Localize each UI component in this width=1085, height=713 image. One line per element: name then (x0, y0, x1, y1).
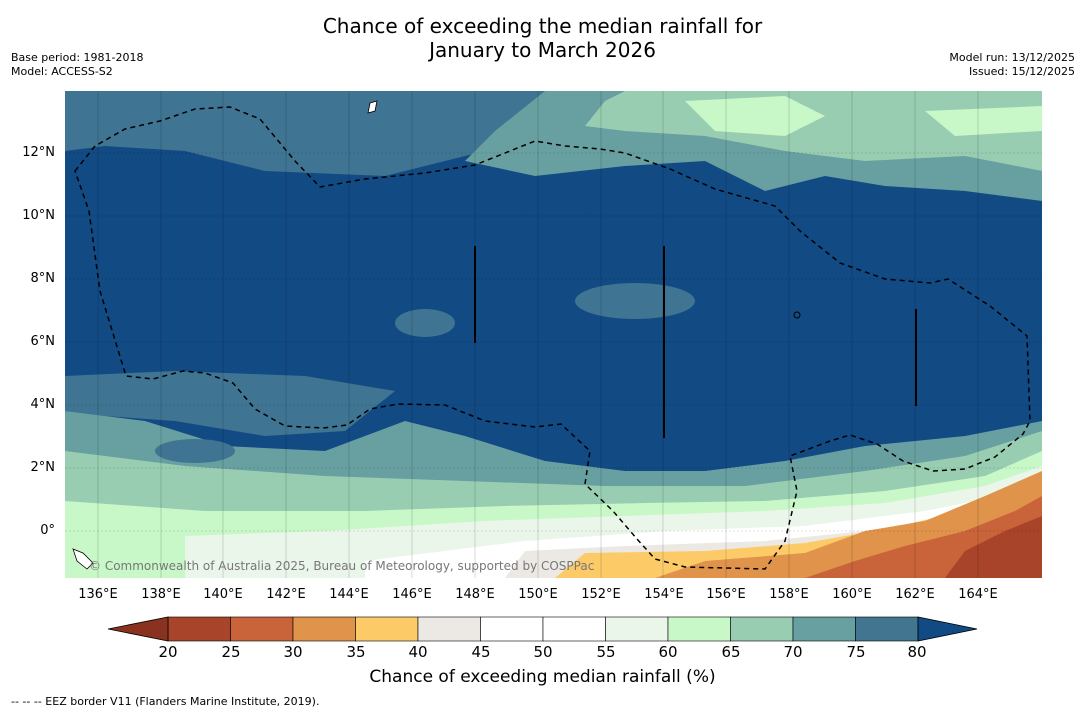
lon-label: 158°E (769, 587, 809, 602)
eez-footnote: -- -- -- EEZ border V11 (Flanders Marine… (11, 695, 320, 708)
colorbar-cell (605, 616, 669, 642)
lon-label: 148°E (455, 587, 495, 602)
colorbar-tick: 65 (721, 643, 741, 661)
colorbar-low-arrow (108, 616, 169, 642)
north-light-patch (685, 96, 825, 136)
colorbar (108, 616, 978, 642)
lon-label: 146°E (392, 587, 432, 602)
colorbar-cell (167, 616, 231, 642)
land-outline (72, 548, 94, 570)
lat-label: 0° (40, 523, 55, 538)
lon-label: 140°E (203, 587, 243, 602)
lon-label: 164°E (958, 587, 998, 602)
title-line-2: January to March 2026 (429, 38, 656, 62)
colorbar-tick: 25 (221, 643, 241, 661)
meta-right: Model run: 13/12/2025 Issued: 15/12/2025 (949, 51, 1075, 79)
colorbar-cell (542, 616, 606, 642)
colorbar-tick: 30 (283, 643, 303, 661)
lon-label: 156°E (706, 587, 746, 602)
colorbar-tick: 45 (471, 643, 491, 661)
colorbar-tick: 20 (158, 643, 178, 661)
colorbar-cell (667, 616, 731, 642)
island-lines (474, 246, 917, 438)
lat-label: 10°N (22, 208, 55, 223)
colorbar-tick: 60 (658, 643, 678, 661)
lon-label: 138°E (141, 587, 181, 602)
west-patch (155, 439, 235, 463)
lon-label: 150°E (518, 587, 558, 602)
eez-border (74, 106, 1031, 570)
colorbar-tick: 50 (533, 643, 553, 661)
lat-label: 12°N (22, 145, 55, 160)
colorbar-cell (292, 616, 356, 642)
colorbar-tick: 55 (596, 643, 616, 661)
north-mid-zone (65, 91, 645, 176)
colorbar-cell (417, 616, 481, 642)
lat-label: 4°N (30, 397, 56, 412)
lon-label: 142°E (266, 587, 306, 602)
rainfall-map: © Commonwealth of Australia 2025, Bureau… (65, 91, 1042, 578)
small-island (367, 100, 378, 114)
east-patch (575, 283, 695, 319)
lon-label: 154°E (644, 587, 684, 602)
meta-left: Base period: 1981-2018 Model: ACCESS-S2 (11, 51, 143, 79)
lon-label: 136°E (78, 587, 118, 602)
title-line-1: Chance of exceeding the median rainfall … (322, 14, 763, 38)
base-period: Base period: 1981-2018 (11, 51, 144, 64)
colorbar-cell (730, 616, 794, 642)
issued-date: Issued: 15/12/2025 (968, 65, 1075, 78)
colorbar-cell (355, 616, 419, 642)
colorbar-cells (167, 616, 919, 642)
colorbar-cell (855, 616, 919, 642)
lon-label: 160°E (832, 587, 872, 602)
northeast-light-patch (925, 106, 1042, 136)
map-title: Chance of exceeding the median rainfall … (0, 14, 1085, 62)
central-patch (395, 309, 455, 337)
lat-label: 6°N (30, 334, 56, 349)
lat-label: 2°N (30, 460, 56, 475)
colorbar-cell (792, 616, 856, 642)
graticule (65, 91, 1042, 578)
west-mid-zone (65, 371, 395, 436)
copyright-text: © Commonwealth of Australia 2025, Bureau… (89, 559, 594, 573)
colorbar-label: Chance of exceeding median rainfall (%) (369, 667, 716, 687)
colorbar-tick: 35 (346, 643, 366, 661)
lon-label: 162°E (895, 587, 935, 602)
atoll (793, 311, 801, 319)
lon-label: 144°E (329, 587, 369, 602)
lon-label: 152°E (581, 587, 621, 602)
colorbar-tick: 80 (907, 643, 927, 661)
colorbar-tick: 40 (408, 643, 428, 661)
colorbar-tick: 70 (783, 643, 803, 661)
brown-zone (945, 516, 1042, 578)
lat-label: 8°N (30, 271, 56, 286)
colorbar-cell (230, 616, 294, 642)
colorbar-high-arrow (917, 616, 978, 642)
colorbar-cell (480, 616, 544, 642)
model-run: Model run: 13/12/2025 (949, 51, 1075, 64)
colorbar-tick: 75 (846, 643, 866, 661)
model-name: Model: ACCESS-S2 (11, 65, 113, 78)
